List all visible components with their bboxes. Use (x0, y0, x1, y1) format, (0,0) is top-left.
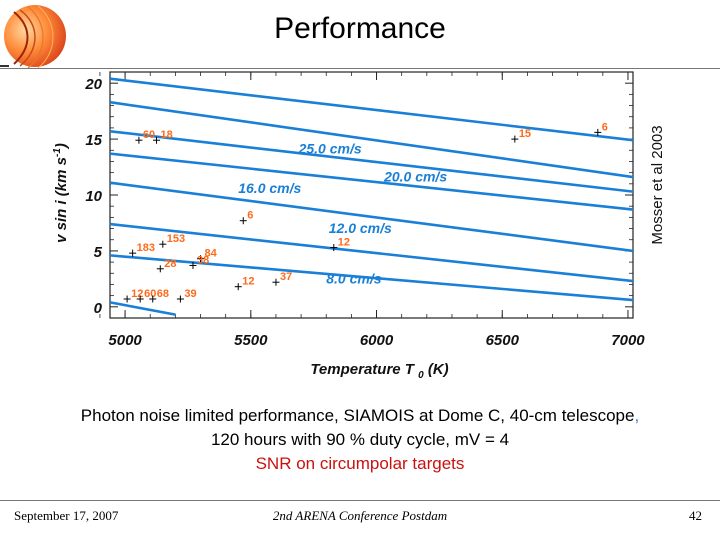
contour-label: 16.0 cm/s (238, 180, 301, 196)
caption-line-1-comma: , (634, 406, 640, 425)
contour-line (110, 129, 633, 193)
caption-line-1: Photon noise limited performance, SIAMOI… (0, 404, 720, 428)
logo (2, 2, 72, 72)
star-label: 38 (197, 254, 209, 266)
side-citation: Mosser et al 2003 (649, 125, 666, 244)
contour-line (110, 181, 633, 253)
y-tick-label: 20 (84, 76, 102, 93)
x-tick-label: 5500 (234, 332, 268, 349)
x-axis-title: Temperature T 0 (K) (310, 361, 448, 381)
star-label: 12 (338, 237, 350, 249)
star-label: 183 (137, 242, 155, 254)
y-tick-label: 5 (94, 244, 103, 261)
contour-label: 12.0 cm/s (329, 220, 392, 236)
star-label: 12 (242, 276, 254, 288)
star-label: 68 (157, 288, 169, 300)
y-axis-title: v sin i (km s-1) (52, 143, 70, 243)
star-label: 39 (184, 288, 196, 300)
footer-date: September 17, 2007 (14, 508, 119, 523)
contour-line (110, 222, 633, 283)
star-label: 6 (247, 210, 253, 222)
star-label: 153 (167, 233, 185, 245)
contour-label: 8.0 cm/s (326, 270, 381, 286)
y-tick-label: 10 (85, 188, 102, 205)
x-tick-label: 6000 (360, 332, 394, 349)
caption-line-2: 120 hours with 90 % duty cycle, mV = 4 (210, 430, 510, 449)
title-rule-marker (0, 65, 9, 67)
contour-line (110, 100, 633, 179)
caption-line-3: SNR on circumpolar targets (255, 454, 465, 473)
caption: Photon noise limited performance, SIAMOI… (0, 404, 720, 476)
star-label: 28 (164, 258, 176, 270)
star-label: 18 (161, 129, 173, 141)
x-tick-label: 7000 (611, 332, 645, 349)
title-rule (0, 68, 720, 69)
caption-line-1-text: Photon noise limited performance, SIAMOI… (80, 406, 635, 425)
contour-label: 20.0 cm/s (383, 169, 447, 185)
star-label: 37 (280, 271, 292, 283)
y-tick-label: 0 (94, 300, 103, 317)
star-label: 15 (519, 128, 531, 140)
page-number: 42 (689, 508, 702, 523)
footer-rule (0, 500, 720, 501)
slide-title: Performance (274, 12, 446, 45)
star-label: 60 (143, 129, 155, 141)
footer-conference: 2nd ARENA Conference Postdam (272, 508, 448, 523)
chart: 5000 5500 6000 6500 7000 0 5 10 15 20 25.0 cm/s 20.… (52, 71, 666, 381)
contour-line (110, 152, 633, 211)
star-label: 60 (144, 288, 156, 300)
x-tick-label: 6500 (486, 332, 520, 349)
star-label: 6 (602, 121, 608, 133)
contour-line (110, 77, 633, 142)
contour-line (110, 254, 633, 302)
x-tick-label: 5000 (108, 332, 142, 349)
star-label: 84 (205, 248, 218, 260)
contour-label: 25.0 cm/s (298, 141, 362, 157)
star-label: 12 (131, 288, 143, 300)
contour-line (110, 301, 176, 316)
y-tick-label: 15 (85, 132, 102, 149)
